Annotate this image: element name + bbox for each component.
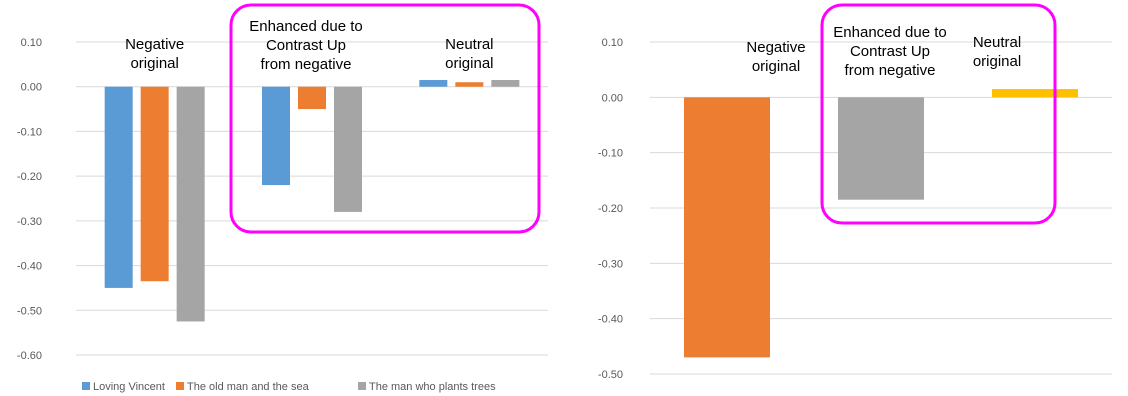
bar [684, 97, 770, 358]
category-label: Neutral [973, 34, 1021, 51]
bar [140, 86, 169, 282]
category-label: Neutral [445, 36, 493, 53]
category-label: Enhanced due to [249, 18, 362, 35]
y-tick-label: -0.30 [17, 216, 42, 228]
legend-label: The man who plants trees [369, 381, 496, 393]
category-label: Contrast Up [850, 43, 930, 60]
y-tick-label: 0.10 [21, 37, 42, 49]
y-tick-label: -0.50 [598, 369, 623, 381]
y-tick-label: 0.00 [602, 92, 623, 104]
chart-2: 0.10 0.00 -0.10 -0.20 -0.30 -0.40 -0.50 Negativ… [598, 3, 1112, 381]
category-label: original [752, 58, 800, 75]
y-tick-label: -0.10 [598, 148, 623, 160]
y-tick-label: -0.50 [17, 305, 42, 317]
highlight-box [820, 3, 1057, 225]
y-tick-label: -0.30 [598, 258, 623, 270]
category-label: original [973, 53, 1021, 70]
category-label: Negative [125, 36, 184, 53]
bar [298, 86, 326, 110]
legend-label: The old man and the sea [187, 381, 310, 393]
category-label: Contrast Up [266, 37, 346, 54]
category-label: from negative [845, 62, 936, 79]
chart-1: 0.10 0.00 -0.10 -0.20 -0.30 -0.40 -0.50 -0.60 Ne… [17, 3, 548, 393]
y-tick-label: 0.10 [602, 37, 623, 49]
y-tick-label: -0.20 [17, 171, 42, 183]
category-label: Negative [746, 39, 805, 56]
y-tick-label: -0.10 [17, 126, 42, 138]
y-tick-label: -0.40 [598, 314, 623, 326]
highlight-box [229, 3, 541, 234]
y-tick-label: -0.40 [17, 261, 42, 273]
legend-swatch [176, 382, 184, 390]
category-label: original [445, 55, 493, 72]
legend-swatch [358, 382, 366, 390]
bar [104, 86, 133, 288]
category-label: from negative [261, 56, 352, 73]
legend-swatch [82, 382, 90, 390]
category-label: original [130, 55, 178, 72]
bar [419, 80, 448, 87]
category-label: Enhanced due to [833, 24, 946, 41]
bar [262, 86, 290, 186]
bar [992, 89, 1078, 98]
legend-label: Loving Vincent [93, 381, 165, 393]
bar [455, 82, 484, 87]
y-tick-label: 0.00 [21, 82, 42, 94]
y-tick-label: -0.20 [598, 203, 623, 215]
bar [176, 86, 205, 322]
y-tick-label: -0.60 [17, 350, 42, 362]
bar [838, 97, 924, 200]
bar [334, 86, 362, 212]
bar [491, 80, 520, 87]
